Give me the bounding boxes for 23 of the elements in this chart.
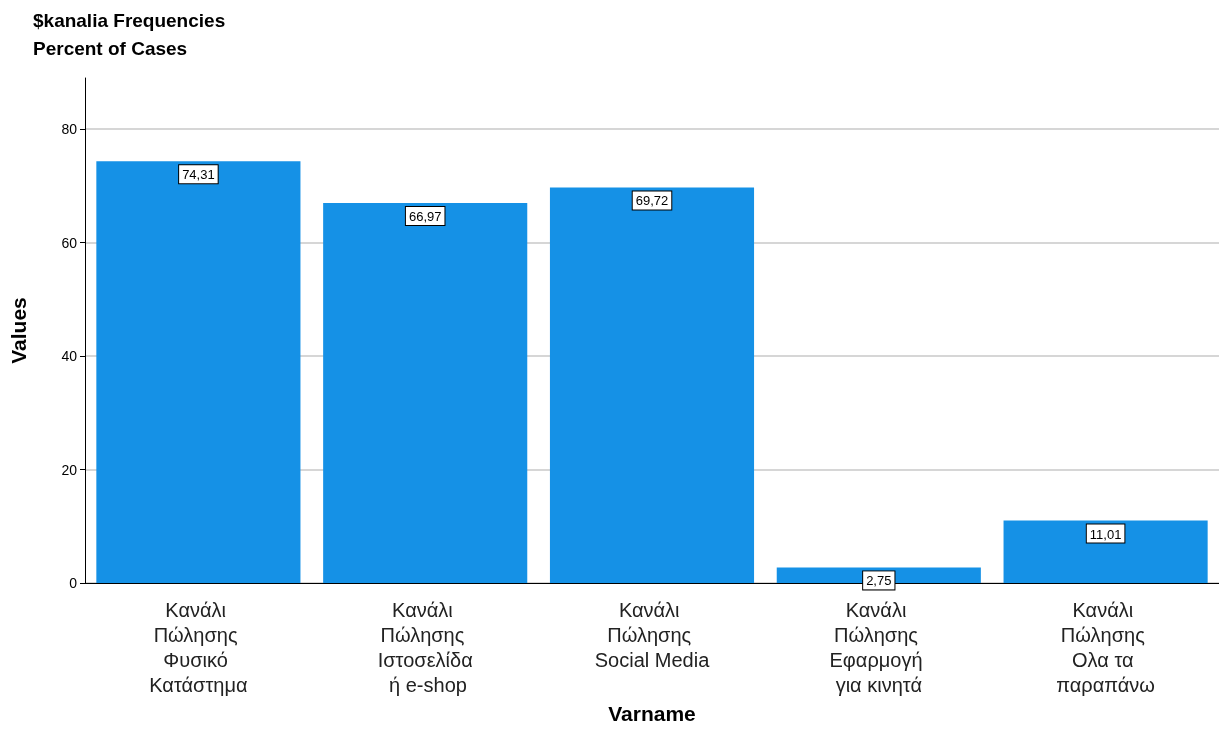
data-label: 66,97 [408,209,442,224]
x-tick-label: Κανάλι Πώλησης Φυσικό Κατάστημα [149,598,248,696]
y-axis-title: Values [7,297,30,364]
bar [323,203,528,583]
bar [549,187,755,583]
x-tick-label: Κανάλι Πώλησης Ιστοσελίδα ή e-shop [377,598,473,696]
x-axis-title: Varname [608,702,696,725]
y-tick-label: 0 [69,575,78,591]
y-tick-label: 40 [61,348,78,365]
x-tick-label: Κανάλι Πώλησης Ολα τα παραπάνω [1056,598,1155,696]
chart-title: $kanalia Frequencies [33,10,226,31]
data-label: 11,01 [1089,526,1122,542]
data-label: 74,31 [182,167,215,183]
x-tick-label: Κανάλι Πώλησης Social Media [594,598,711,671]
y-tick-label: 60 [61,234,78,251]
bar [96,161,301,583]
data-label: 69,72 [635,193,669,209]
y-tick-label: 20 [61,461,78,478]
y-tick-label: 80 [61,121,78,138]
data-label: 2,75 [866,573,892,589]
bar [1003,520,1208,583]
chart-subtitle: Percent of Cases [33,38,188,59]
x-tick-label: Κανάλι Πώλησης Εφαρμογή για κινητά [829,598,929,696]
